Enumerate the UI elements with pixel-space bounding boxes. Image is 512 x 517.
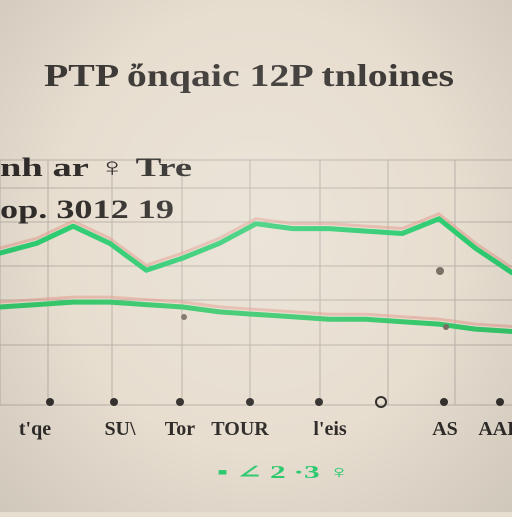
x-tick-label: AAR — [478, 418, 512, 440]
tick-dot — [440, 398, 448, 406]
chart-subtitle-line2: op. 3012 19 — [0, 195, 174, 224]
chart-subtitle-line1: nh ar ♀ Tre — [0, 153, 192, 182]
x-tick-label: TOUR — [211, 418, 269, 440]
annotation-marker — [443, 324, 449, 330]
chart-labels: PTP ὄnqaic 12P tnloines nh ar ♀ Tre op. 30… — [0, 57, 512, 482]
series-line — [0, 302, 512, 331]
tick-dot — [46, 398, 54, 406]
tick-dot — [246, 398, 254, 406]
series-line — [0, 219, 512, 273]
chart-series — [0, 214, 512, 332]
x-tick-label: t'qe — [19, 418, 51, 440]
annotation-marker — [181, 314, 187, 320]
tick-dot — [110, 398, 118, 406]
tick-dot — [315, 398, 323, 406]
x-tick-label: SU\ — [104, 418, 136, 440]
chart-title: PTP ὄnqaic 12P tnloines — [44, 57, 454, 93]
x-tick-label: l'eis — [313, 418, 347, 440]
tick-dot — [496, 398, 504, 406]
x-tick-label: AS — [432, 418, 458, 440]
legend-glyphs: ▪ ∠ 2 ·3 ♀ — [217, 462, 351, 482]
x-tick-label: Tor — [165, 418, 196, 440]
annotation-marker — [436, 267, 444, 275]
tick-dot — [176, 398, 184, 406]
